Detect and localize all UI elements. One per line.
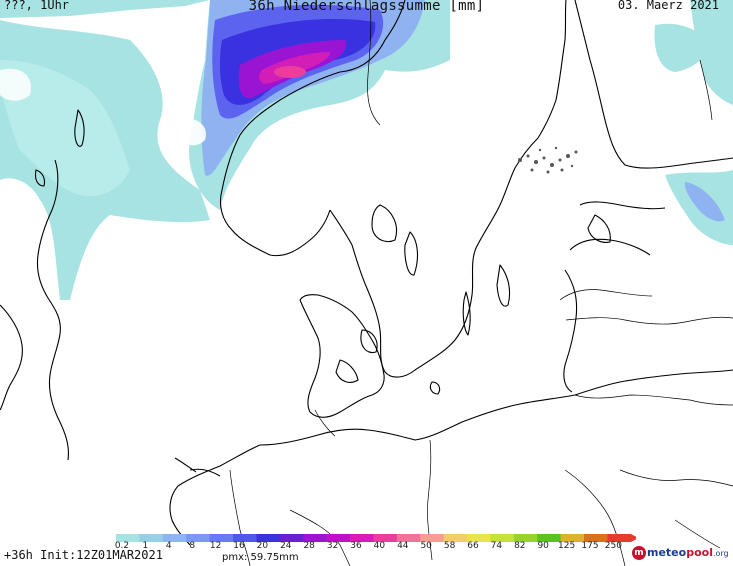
brand-part-org: .org [712, 549, 729, 558]
legend-swatch [233, 534, 257, 542]
brand-part-meteo: meteo [647, 546, 687, 559]
meteopool-brand-link[interactable]: m meteopool.org [632, 546, 729, 560]
legend-label: 16 [233, 541, 245, 551]
legend-label: 125 [558, 541, 576, 551]
legend-swatch [490, 534, 515, 542]
legend-swatch [139, 534, 164, 542]
legend-label: 50 [420, 541, 432, 551]
brand-part-pool: pool [686, 546, 713, 559]
legend-arrow [630, 534, 639, 542]
legend-label: 58 [443, 541, 456, 551]
legend-swatch [162, 534, 187, 542]
legend-label: 82 [514, 541, 526, 551]
legend-label: 175 [581, 541, 599, 551]
legend-swatch [256, 534, 281, 542]
legend-label: 4 [165, 541, 172, 551]
legend-label: 32 [326, 541, 339, 551]
archipelago-speckle [518, 146, 578, 174]
legend-swatch [303, 534, 328, 542]
legend-label: 0.2 [114, 541, 130, 551]
legend-label: 12 [209, 541, 222, 551]
legend-label: 24 [280, 541, 292, 551]
map-title: 36h Niederschlagssumme [mm] [248, 0, 485, 14]
legend-label: 74 [490, 541, 503, 551]
coastlines [0, 0, 733, 546]
legend-swatch [279, 534, 304, 542]
meteopool-logo-icon: m [632, 546, 646, 560]
legend-label: 250 [604, 541, 622, 551]
legend-swatch [116, 534, 140, 542]
legend-label: 66 [467, 541, 479, 551]
legend-swatch [420, 534, 445, 542]
legend-label: 90 [537, 541, 549, 551]
legend-swatch [396, 534, 421, 542]
legend-labels: 0.2 1 4 8 12 16 20 24 28 32 36 40 44 50 58 66 74 82 90 125 1… [114, 541, 636, 553]
legend-swatch [607, 534, 632, 542]
legend-swatch [467, 534, 491, 542]
legend-swatch [326, 534, 351, 542]
legend-swatch [443, 534, 468, 542]
init-time-label: +36h Init:12Z01MAR2021 [4, 548, 163, 562]
legend-swatch [584, 534, 608, 542]
legend-label: 40 [373, 541, 386, 551]
legend-label: 36 [350, 541, 362, 551]
color-legend: 0.2 1 4 8 12 16 20 24 28 32 36 40 44 50 58 66 74 82 90 125 1… [115, 529, 639, 551]
legend-label: 1 [142, 541, 149, 551]
legend-swatch [513, 534, 538, 542]
legend-label: 20 [256, 541, 269, 551]
legend-label: 44 [397, 541, 409, 551]
legend-swatch [209, 534, 234, 542]
location-time-label: ???, 1Uhr [4, 0, 70, 12]
date-label: 03. Maerz 2021 [617, 0, 719, 12]
legend-label: 8 [189, 541, 196, 551]
max-precip-label: pmx: 59.75mm [222, 552, 299, 563]
precipitation-field [0, 0, 733, 300]
legend-swatch [350, 534, 374, 542]
country-borders [229, 0, 733, 566]
legend-swatch [373, 534, 398, 542]
legend-swatch [560, 534, 585, 542]
legend-swatch [186, 534, 211, 542]
legend-swatch [537, 534, 562, 542]
legend-label: 28 [303, 541, 315, 551]
legend-color-bar [116, 534, 639, 542]
